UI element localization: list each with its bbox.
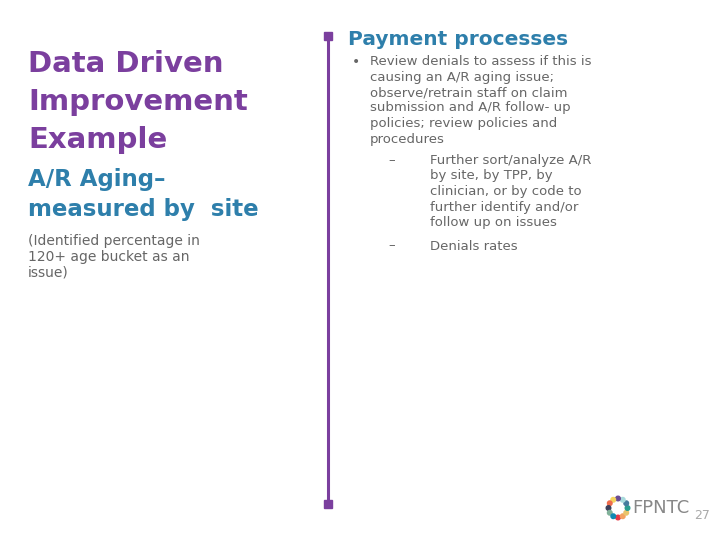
Text: submission and A/R follow- up: submission and A/R follow- up [370,102,571,114]
Text: measured by  site: measured by site [28,198,258,221]
Text: observe/retrain staff on claim: observe/retrain staff on claim [370,86,567,99]
Text: procedures: procedures [370,132,445,145]
Text: causing an A/R aging issue;: causing an A/R aging issue; [370,71,554,84]
Text: Review denials to assess if this is: Review denials to assess if this is [370,55,592,68]
Text: Denials rates: Denials rates [430,240,518,253]
Text: 27: 27 [694,509,710,522]
Text: •: • [352,55,360,69]
Circle shape [608,501,612,505]
Text: Payment processes: Payment processes [348,30,568,49]
Text: Improvement: Improvement [28,88,248,116]
Text: Data Driven: Data Driven [28,50,223,78]
Text: follow up on issues: follow up on issues [430,216,557,229]
Text: by site, by TPP, by: by site, by TPP, by [430,170,553,183]
Text: (Identified percentage in: (Identified percentage in [28,234,200,248]
Circle shape [621,514,625,518]
Circle shape [608,510,612,515]
Text: issue): issue) [28,266,68,280]
Text: FPNTC: FPNTC [632,499,689,517]
Text: policies; review policies and: policies; review policies and [370,117,557,130]
Circle shape [624,510,629,515]
Circle shape [611,497,616,502]
Text: Further sort/analyze A/R: Further sort/analyze A/R [430,154,591,167]
Circle shape [611,514,616,518]
Circle shape [621,497,625,502]
Text: A/R Aging–: A/R Aging– [28,168,166,191]
Text: –: – [388,154,395,167]
Text: further identify and/or: further identify and/or [430,200,578,213]
Text: Example: Example [28,126,167,154]
Circle shape [616,496,621,501]
Text: 120+ age bucket as an: 120+ age bucket as an [28,250,189,264]
Circle shape [606,505,611,510]
Circle shape [616,515,621,520]
Text: clinician, or by code to: clinician, or by code to [430,185,582,198]
Circle shape [625,505,630,510]
Circle shape [624,501,629,505]
Text: –: – [388,240,395,253]
